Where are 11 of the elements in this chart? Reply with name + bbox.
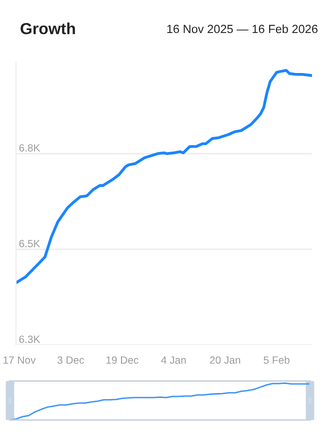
x-tick-label: 3 Dec (57, 356, 84, 364)
y-tick-label: 6.3K (19, 336, 40, 343)
y-tick-label: 6.5K (19, 240, 40, 248)
x-tick-label: 20 Jan (210, 356, 240, 364)
chart-title: Growth (20, 22, 75, 34)
y-tick-label: 6.8K (19, 144, 40, 152)
x-tick-label: 5 Feb (264, 356, 290, 364)
x-tick-label: 17 Nov (4, 356, 36, 364)
chart-subtitle: 16 Nov 2025 — 16 Feb 2026 (167, 24, 318, 34)
x-tick-label: 19 Dec (106, 356, 138, 364)
x-tick-label: 4 Jan (161, 356, 186, 364)
